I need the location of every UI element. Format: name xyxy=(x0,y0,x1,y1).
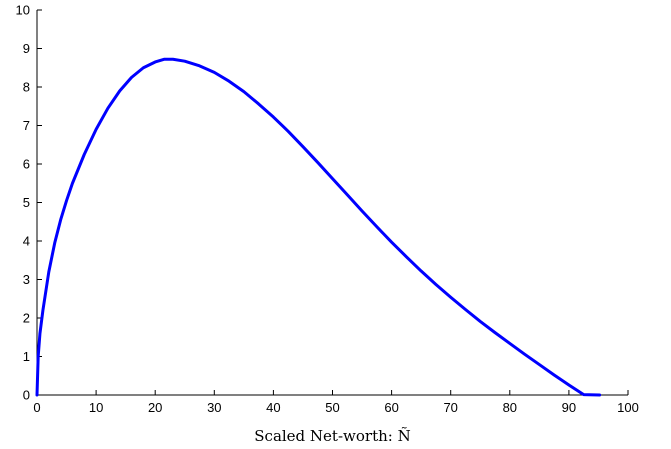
x-tick-label: 30 xyxy=(207,400,221,415)
x-tick-label: 0 xyxy=(33,400,40,415)
axes: 0 10 20 30 40 50 60 70 80 90 100 0 1 2 3 4 5 6 7 8 9 10 xyxy=(16,3,639,416)
y-tick-label: 7 xyxy=(23,118,30,133)
x-axis-label: Scaled Net-worth: Ñ xyxy=(254,427,410,445)
y-tick-label: 8 xyxy=(23,80,30,95)
y-tick-label: 2 xyxy=(23,311,30,326)
x-tick-label: 70 xyxy=(443,400,457,415)
x-tick-label: 60 xyxy=(384,400,398,415)
x-tick-label: 100 xyxy=(617,400,639,415)
x-tick-label: 90 xyxy=(562,400,576,415)
y-tick-label: 6 xyxy=(23,157,30,172)
y-tick-label: 4 xyxy=(23,234,30,249)
plot-area xyxy=(35,57,602,397)
x-tick-label: 20 xyxy=(148,400,162,415)
x-tick-label: 50 xyxy=(325,400,339,415)
y-tick-label: 3 xyxy=(23,272,30,287)
y-tick-label: 9 xyxy=(23,41,30,56)
x-tick-label: 80 xyxy=(503,400,517,415)
y-tick-label: 10 xyxy=(16,3,30,18)
y-tick-label: 0 xyxy=(23,388,30,403)
y-tick-label: 1 xyxy=(23,349,30,364)
series-line-1 xyxy=(35,57,602,397)
y-tick-label: 5 xyxy=(23,195,30,210)
x-tick-label: 40 xyxy=(266,400,280,415)
x-tick-label: 10 xyxy=(89,400,103,415)
